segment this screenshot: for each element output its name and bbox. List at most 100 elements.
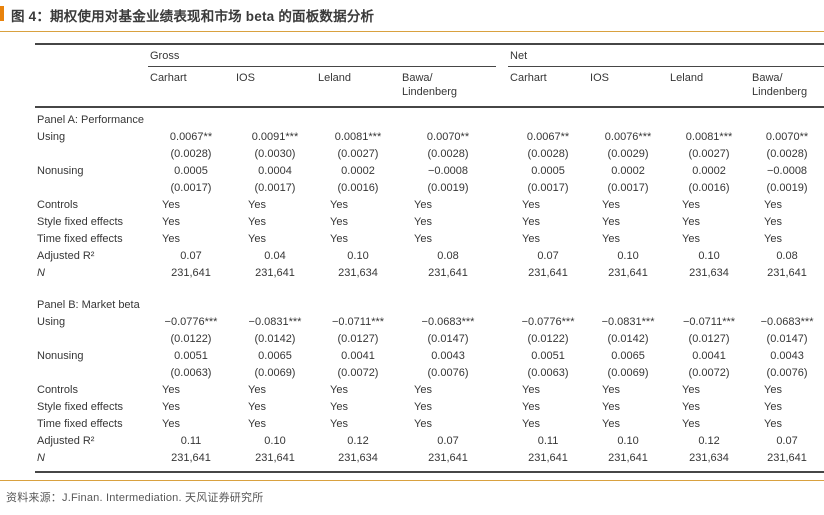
table-cell: Yes: [414, 401, 432, 413]
table-cell: (0.0027): [688, 148, 730, 160]
table-cell: Yes: [248, 418, 266, 430]
group-gap: [496, 265, 508, 282]
group-gap: [496, 450, 508, 472]
table-cell: 231,641: [171, 267, 211, 279]
table-cell: Yes: [162, 384, 180, 396]
table-row: Style fixed effects Yes Yes Yes Yes Yes Yes Yes…: [35, 399, 824, 416]
table-cell: Yes: [682, 199, 700, 211]
row-label: Controls: [37, 384, 78, 396]
table-cell: (0.0142): [607, 333, 649, 345]
table-cell: −0.0008: [427, 165, 469, 177]
row-label: Using: [37, 316, 66, 328]
table-cell: 0.10: [698, 250, 720, 262]
table-cell: 231,641: [428, 267, 468, 279]
table-cell: (0.0028): [427, 148, 469, 160]
table-cell: Yes: [522, 418, 540, 430]
table-cell: Yes: [602, 233, 620, 245]
table-cell: −0.0683***: [421, 316, 475, 328]
table-cell: (0.0028): [527, 148, 569, 160]
table-cell: 0.10: [264, 435, 286, 447]
group-header-row: Gross Net: [35, 44, 824, 67]
panel-data-table: Gross Net Carhart IOS Leland Bawa/ Lindenbe…: [35, 43, 824, 473]
table-row: Adjusted R² 0.07 0.04 0.10 0.08 0.07 0.10 0.10 0…: [35, 248, 824, 265]
table-cell: 0.07: [537, 250, 559, 262]
table-cell: 0.0091***: [251, 131, 299, 143]
table-cell: 0.04: [264, 250, 286, 262]
group-header-net: Net: [508, 44, 824, 67]
table-cell: −0.0683***: [760, 316, 814, 328]
figure-title-row: 图 4：期权使用对基金业绩表现和市场 beta 的面板数据分析: [0, 0, 824, 31]
source-note: 资料来源：J.Finan. Intermediation. 天风证券研究所: [6, 489, 824, 505]
table-cell: (0.0063): [170, 367, 212, 379]
table-cell: (0.0017): [607, 182, 649, 194]
group-gap: [496, 66, 509, 108]
table-cell: (0.0017): [254, 182, 296, 194]
table-cell: Yes: [682, 401, 700, 413]
table-cell: 231,641: [171, 452, 211, 464]
table-cell: (0.0017): [527, 182, 569, 194]
panel-spacer-cell: [35, 282, 824, 293]
table-cell: Yes: [330, 233, 348, 245]
table-cell: Yes: [248, 233, 266, 245]
table-cell: Yes: [330, 199, 348, 211]
table-row: Using 0.0067** 0.0091*** 0.0081*** 0.0070** 0…: [35, 129, 824, 146]
table-cell: 231,641: [608, 267, 648, 279]
table-cell: 0.0002: [611, 165, 645, 177]
table-cell: 0.0065: [611, 350, 645, 362]
table-cell: (0.0072): [337, 367, 379, 379]
bottom-divider-line: [0, 480, 824, 481]
table-cell: (0.0019): [427, 182, 469, 194]
row-label: N: [37, 267, 45, 279]
table-cell: 0.0043: [770, 350, 804, 362]
table-cell: Yes: [682, 216, 700, 228]
table-cell: 231,641: [767, 267, 807, 279]
top-divider-line: [0, 31, 824, 32]
group-gap: [496, 331, 508, 348]
table-cell: Yes: [248, 199, 266, 211]
group-gap: [496, 231, 508, 248]
column-header: Leland: [316, 66, 400, 108]
table-cell: Yes: [330, 216, 348, 228]
group-gap: [496, 146, 508, 163]
panel-title-row: Panel B: Market beta: [35, 293, 824, 314]
table-cell: 0.10: [617, 435, 639, 447]
empty-corner-cell: [35, 66, 148, 108]
table-cell: 0.07: [180, 250, 202, 262]
table-cell: −0.0711***: [331, 316, 385, 328]
group-gap: [496, 163, 508, 180]
table-cell: Yes: [330, 401, 348, 413]
table-cell: Yes: [682, 384, 700, 396]
panel-title: Panel A: Performance: [37, 114, 145, 126]
table-cell: Yes: [162, 199, 180, 211]
table-cell: (0.0016): [688, 182, 730, 194]
table-cell: 0.0081***: [334, 131, 382, 143]
table-cell: Yes: [764, 401, 782, 413]
table-cell: 0.0065: [258, 350, 292, 362]
table-cell: (0.0142): [254, 333, 296, 345]
row-label: Adjusted R²: [37, 435, 95, 447]
table-cell: 0.0005: [531, 165, 565, 177]
table-cell: (0.0016): [337, 182, 379, 194]
table-cell: 0.0002: [692, 165, 726, 177]
group-header-gross: Gross: [148, 44, 497, 67]
table-cell: 231,641: [255, 267, 295, 279]
panel-title: Panel B: Market beta: [37, 299, 140, 311]
table-cell: 0.08: [776, 250, 798, 262]
column-header: Bawa/ Lindenberg: [400, 66, 497, 108]
table-cell: 0.0005: [174, 165, 208, 177]
table-cell: Yes: [764, 233, 782, 245]
table-cell: 231,634: [338, 267, 378, 279]
column-header: Bawa/ Lindenberg: [750, 66, 824, 108]
table-cell: (0.0069): [607, 367, 649, 379]
table-cell: −0.0831***: [601, 316, 655, 328]
table-cell: Yes: [414, 216, 432, 228]
table-cell: 0.0004: [258, 165, 292, 177]
table-cell: 0.11: [537, 435, 559, 447]
table-cell: Yes: [248, 401, 266, 413]
table-cell: (0.0017): [170, 182, 212, 194]
table-cell: 231,634: [689, 452, 729, 464]
table-cell: 0.0041: [341, 350, 375, 362]
table-cell: Yes: [602, 384, 620, 396]
table-row: Adjusted R² 0.11 0.10 0.12 0.07 0.11 0.10 0.12 0…: [35, 433, 824, 450]
